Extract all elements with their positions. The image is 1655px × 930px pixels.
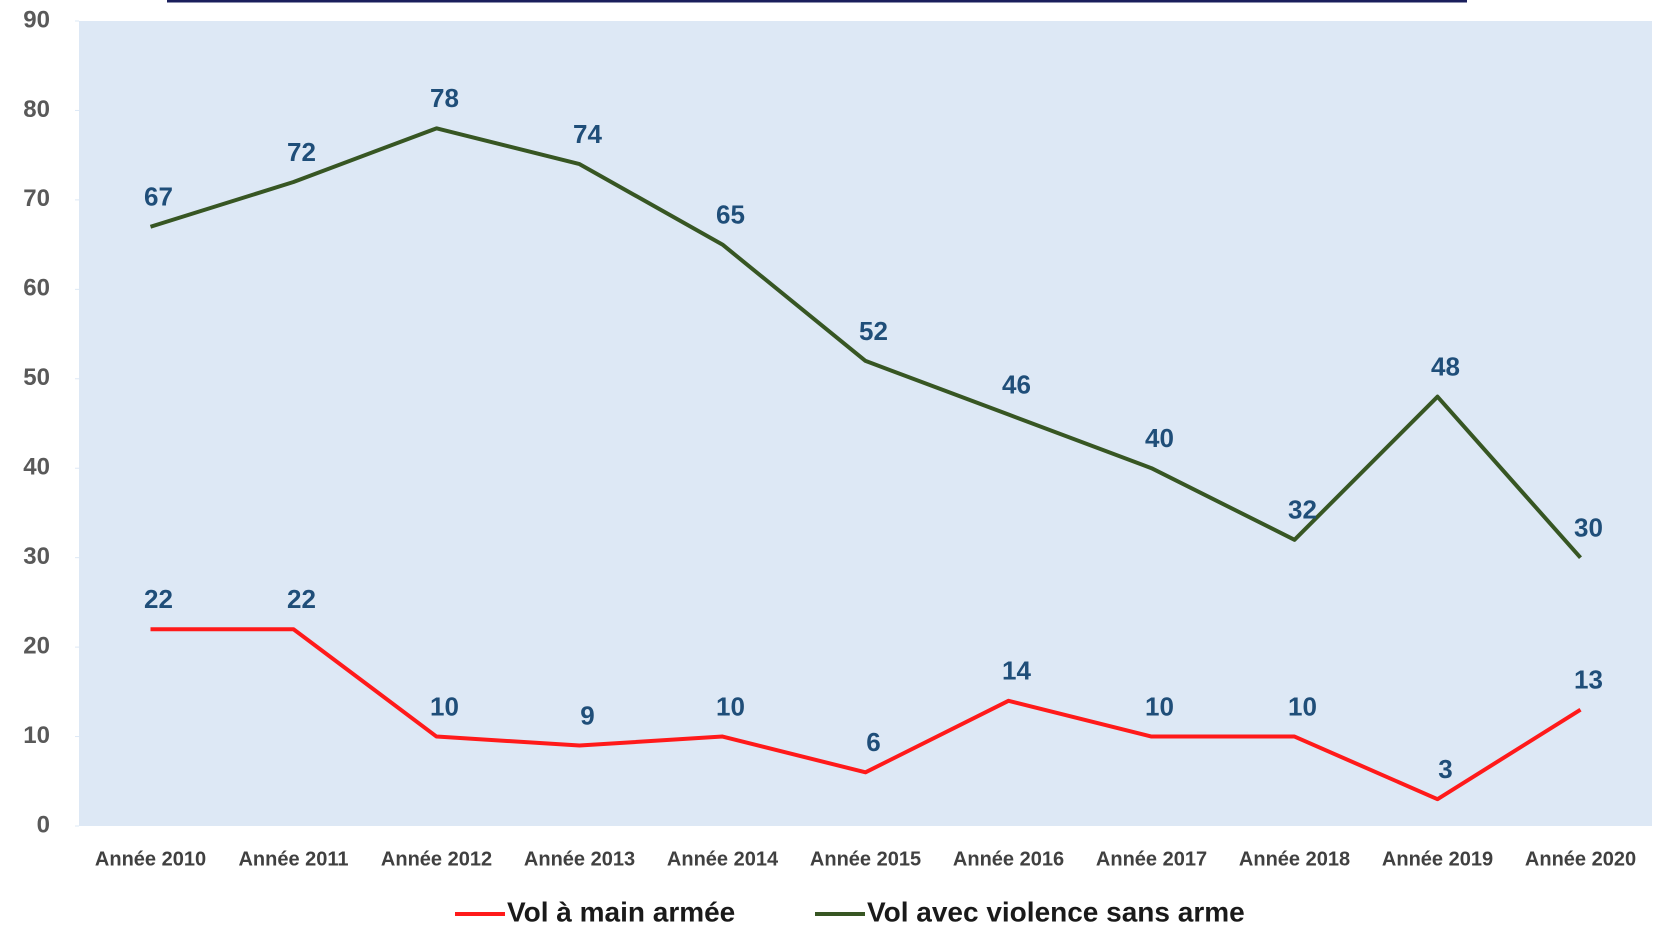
x-tick-label: Année 2018 [1239, 848, 1350, 870]
data-label: 22 [144, 584, 173, 614]
x-tick-label: Année 2011 [238, 848, 348, 870]
data-label: 40 [1145, 423, 1174, 453]
y-tick-label: 80 [23, 96, 50, 123]
data-label: 10 [430, 691, 459, 721]
y-tick-label: 70 [23, 185, 50, 212]
legend-label: Vol à main armée [507, 896, 735, 927]
data-label: 48 [1431, 352, 1460, 382]
x-tick-label: Année 2016 [953, 848, 1064, 870]
data-label: 10 [716, 691, 745, 721]
x-tick-label: Année 2019 [1382, 848, 1493, 870]
series-line [150, 627, 1582, 802]
y-tick-label: 40 [23, 454, 50, 481]
data-label: 72 [287, 137, 316, 167]
data-label: 10 [1145, 691, 1174, 721]
x-tick-label: Année 2013 [524, 848, 635, 870]
y-tick-label: 30 [23, 543, 50, 570]
x-tick-label: Année 2010 [95, 848, 206, 870]
data-label: 13 [1574, 665, 1603, 695]
data-label: 46 [1002, 369, 1031, 399]
data-label: 22 [287, 584, 316, 614]
y-tick-label: 60 [23, 275, 50, 302]
data-label: 65 [716, 199, 745, 229]
data-label: 67 [144, 182, 173, 212]
y-tick-label: 0 [37, 811, 50, 838]
data-label: 52 [859, 316, 888, 346]
x-tick-label: Année 2012 [381, 848, 492, 870]
x-tick-label: Année 2017 [1096, 848, 1207, 870]
y-tick-label: 90 [23, 6, 50, 33]
x-tick-label: Année 2020 [1525, 848, 1636, 870]
data-label: 32 [1288, 495, 1317, 525]
data-label: 78 [430, 83, 459, 113]
data-label: 6 [866, 727, 880, 757]
data-label: 9 [580, 700, 594, 730]
plot-area [79, 21, 1652, 826]
series-line [149, 126, 1582, 559]
data-label: 10 [1288, 691, 1317, 721]
x-tick-label: Année 2014 [667, 848, 779, 870]
x-tick-label: Année 2015 [810, 848, 921, 870]
y-tick-label: 20 [23, 632, 50, 659]
data-label: 30 [1574, 513, 1603, 543]
data-label: 3 [1438, 754, 1452, 784]
data-label: 14 [1002, 656, 1031, 686]
legend-label: Vol avec violence sans arme [867, 896, 1245, 927]
y-tick-label: 10 [23, 722, 50, 749]
y-tick-label: 50 [23, 364, 50, 391]
data-label: 74 [573, 119, 602, 149]
